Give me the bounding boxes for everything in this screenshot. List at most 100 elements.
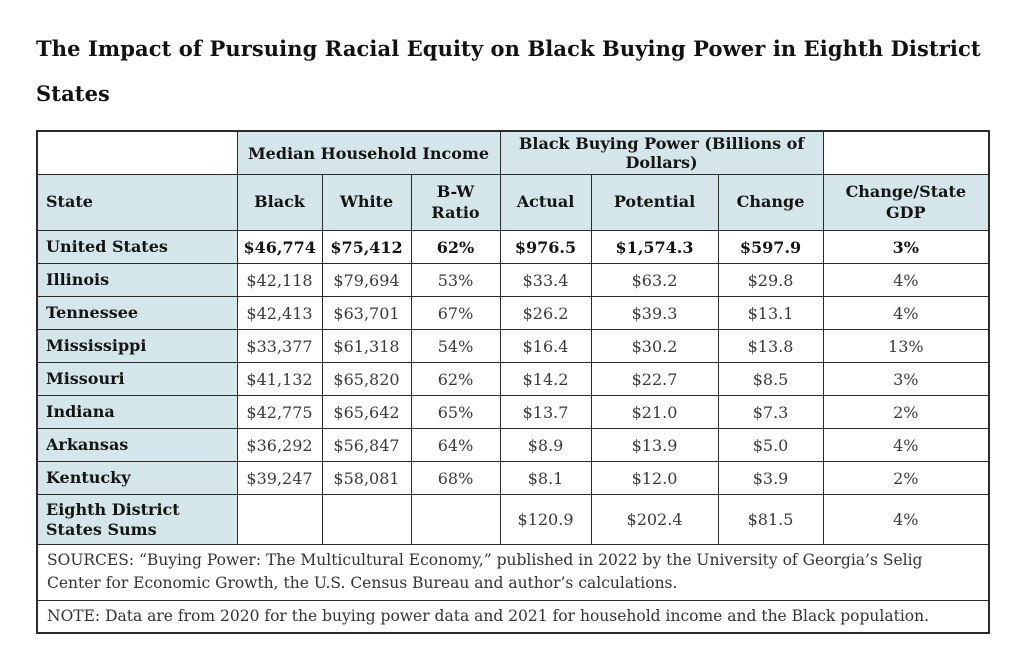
state-cell: Missouri <box>36 362 238 396</box>
value-cell-bw-ratio: 53% <box>410 263 501 297</box>
value-cell-potential: $63.2 <box>590 263 719 297</box>
value-cell-change-gdp: 2% <box>822 395 990 429</box>
value-cell-white-income: $56,847 <box>321 428 412 462</box>
value-cell-actual: $16.4 <box>499 329 592 363</box>
group-header-median-income: Median Household Income <box>236 130 501 175</box>
value-cell-change: $5.0 <box>717 428 824 462</box>
value-cell-actual: $26.2 <box>499 296 592 330</box>
value-cell-bw-ratio: 67% <box>410 296 501 330</box>
value-cell-change-gdp: 13% <box>822 329 990 363</box>
group-header-buying-power: Black Buying Power (Billions of Dollars) <box>499 130 824 175</box>
value-cell-potential: $12.0 <box>590 461 719 495</box>
value-cell-white-income: $75,412 <box>321 230 412 264</box>
table-row-missouri: Missouri $41,132 $65,820 62% $14.2 $22.7… <box>36 362 990 396</box>
value-cell-black-income: $42,775 <box>236 395 323 429</box>
value-cell-potential: $13.9 <box>590 428 719 462</box>
col-header-change: Change <box>717 174 824 231</box>
value-cell-change-gdp: 4% <box>822 296 990 330</box>
state-cell: Arkansas <box>36 428 238 462</box>
value-cell-change: $3.9 <box>717 461 824 495</box>
note-row: NOTE: Data are from 2020 for the buying … <box>36 599 990 634</box>
state-cell: Illinois <box>36 263 238 297</box>
value-cell-change: $13.8 <box>717 329 824 363</box>
racial-equity-buying-power-table: Median Household Income Black Buying Pow… <box>36 130 991 634</box>
state-cell: Indiana <box>36 395 238 429</box>
table-row-united-states: United States $46,774 $75,412 62% $976.5… <box>36 230 990 264</box>
col-header-black: Black <box>236 174 323 231</box>
col-header-change-gdp: Change/State GDP <box>822 174 990 231</box>
value-cell-white-income: $65,642 <box>321 395 412 429</box>
value-cell-actual: $13.7 <box>499 395 592 429</box>
col-header-state: State <box>36 174 238 231</box>
col-header-white: White <box>321 174 412 231</box>
table-row-illinois: Illinois $42,118 $79,694 53% $33.4 $63.2… <box>36 263 990 297</box>
state-cell: Tennessee <box>36 296 238 330</box>
value-cell-actual: $120.9 <box>499 494 592 545</box>
value-cell-actual: $976.5 <box>499 230 592 264</box>
table-row-mississippi: Mississippi $33,377 $61,318 54% $16.4 $3… <box>36 329 990 363</box>
table-row-arkansas: Arkansas $36,292 $56,847 64% $8.9 $13.9 … <box>36 428 990 462</box>
value-cell-bw-ratio: 65% <box>410 395 501 429</box>
value-cell-change-gdp: 2% <box>822 461 990 495</box>
value-cell-change-gdp: 3% <box>822 230 990 264</box>
sources-row: SOURCES: “Buying Power: The Multicultura… <box>36 544 990 601</box>
value-cell-black-income <box>236 494 323 545</box>
value-cell-bw-ratio: 62% <box>410 362 501 396</box>
value-cell-black-income: $33,377 <box>236 329 323 363</box>
value-cell-bw-ratio: 64% <box>410 428 501 462</box>
page-title-line-2: States <box>36 81 110 106</box>
value-cell-actual: $8.9 <box>499 428 592 462</box>
note-text: NOTE: Data are from 2020 for the buying … <box>36 599 990 634</box>
value-cell-actual: $8.1 <box>499 461 592 495</box>
value-cell-change: $81.5 <box>717 494 824 545</box>
group-header-spacer-left <box>36 130 238 175</box>
state-cell: Mississippi <box>36 329 238 363</box>
value-cell-change-gdp: 4% <box>822 428 990 462</box>
value-cell-change-gdp: 3% <box>822 362 990 396</box>
state-cell: Eighth District States Sums <box>36 494 238 545</box>
value-cell-bw-ratio <box>410 494 501 545</box>
value-cell-change: $29.8 <box>717 263 824 297</box>
value-cell-bw-ratio: 54% <box>410 329 501 363</box>
value-cell-potential: $202.4 <box>590 494 719 545</box>
value-cell-white-income: $61,318 <box>321 329 412 363</box>
value-cell-bw-ratio: 62% <box>410 230 501 264</box>
col-header-actual: Actual <box>499 174 592 231</box>
value-cell-potential: $1,574.3 <box>590 230 719 264</box>
value-cell-potential: $39.3 <box>590 296 719 330</box>
col-header-bw-ratio: B-W Ratio <box>410 174 501 231</box>
value-cell-black-income: $41,132 <box>236 362 323 396</box>
value-cell-black-income: $46,774 <box>236 230 323 264</box>
table-row-tennessee: Tennessee $42,413 $63,701 67% $26.2 $39.… <box>36 296 990 330</box>
value-cell-white-income: $79,694 <box>321 263 412 297</box>
group-header-row: Median Household Income Black Buying Pow… <box>36 130 990 175</box>
table-row-eighth-district-sums: Eighth District States Sums $120.9 $202.… <box>36 494 990 545</box>
state-cell: Kentucky <box>36 461 238 495</box>
value-cell-white-income <box>321 494 412 545</box>
value-cell-potential: $22.7 <box>590 362 719 396</box>
value-cell-black-income: $36,292 <box>236 428 323 462</box>
value-cell-actual: $14.2 <box>499 362 592 396</box>
page-title-line-1: The Impact of Pursuing Racial Equity on … <box>36 36 981 61</box>
value-cell-actual: $33.4 <box>499 263 592 297</box>
value-cell-white-income: $63,701 <box>321 296 412 330</box>
value-cell-bw-ratio: 68% <box>410 461 501 495</box>
value-cell-change-gdp: 4% <box>822 494 990 545</box>
value-cell-change: $597.9 <box>717 230 824 264</box>
table-row-kentucky: Kentucky $39,247 $58,081 68% $8.1 $12.0 … <box>36 461 990 495</box>
figure-page: The Impact of Pursuing Racial Equity on … <box>36 26 999 634</box>
value-cell-black-income: $39,247 <box>236 461 323 495</box>
value-cell-change: $13.1 <box>717 296 824 330</box>
value-cell-change: $7.3 <box>717 395 824 429</box>
value-cell-change: $8.5 <box>717 362 824 396</box>
sources-text: SOURCES: “Buying Power: The Multicultura… <box>36 544 990 601</box>
value-cell-change-gdp: 4% <box>822 263 990 297</box>
value-cell-white-income: $58,081 <box>321 461 412 495</box>
column-header-row: State Black White B-W Ratio Actual Poten… <box>36 174 990 231</box>
state-cell: United States <box>36 230 238 264</box>
table-row-indiana: Indiana $42,775 $65,642 65% $13.7 $21.0 … <box>36 395 990 429</box>
value-cell-potential: $30.2 <box>590 329 719 363</box>
col-header-potential: Potential <box>590 174 719 231</box>
value-cell-white-income: $65,820 <box>321 362 412 396</box>
page-title: The Impact of Pursuing Racial Equity on … <box>36 26 999 116</box>
